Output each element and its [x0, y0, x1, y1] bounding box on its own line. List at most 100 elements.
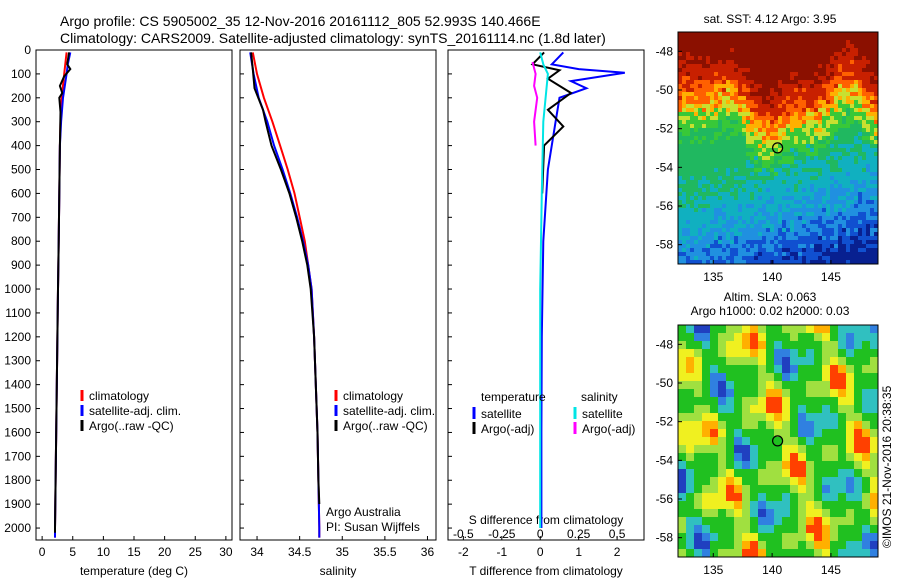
- legend-label: satellite: [481, 407, 522, 421]
- x-tick-label: 5: [69, 545, 76, 559]
- x2-tick-label: 0.5: [609, 527, 626, 541]
- temperature-xlabel: temperature (deg C): [80, 564, 188, 578]
- x-tick-label: 34: [250, 545, 264, 559]
- y-tick-label: 300: [11, 115, 31, 129]
- x2-tick-label: 0: [537, 527, 544, 541]
- x-tick-label: -2: [458, 545, 469, 559]
- y-tick-label: 500: [11, 163, 31, 177]
- x-tick-label: 34.5: [288, 545, 312, 559]
- y-tick-label: 1500: [4, 402, 31, 416]
- map-x-tick-label: 145: [821, 270, 841, 284]
- sst-map-panel: 135 140 145 -48 -50 -52 -54 -56 -58 sat. SST: 4.1…: [656, 12, 879, 284]
- x-tick-label: 35: [336, 545, 350, 559]
- series-line-argo-raw-qc-: [250, 52, 321, 505]
- x-tick-label: 10: [97, 545, 111, 559]
- credit-text: PI: Susan Wijffels: [326, 520, 420, 534]
- map-y-tick-label: -50: [656, 83, 674, 97]
- y-tick-label: 1100: [5, 306, 31, 320]
- x-tick-label: 36: [421, 545, 435, 559]
- y-tick-label: 1300: [4, 354, 31, 368]
- legend-label: satellite-adj. clim.: [89, 404, 181, 418]
- x-tick-label: 1: [575, 545, 582, 559]
- series-line-s-argo-adj-: [531, 61, 539, 146]
- credit-text: Argo Australia: [326, 505, 401, 519]
- y-tick-label: 0: [24, 43, 31, 57]
- map-x-tick-label: 135: [703, 563, 723, 577]
- x2-tick-label: 0.25: [567, 527, 591, 541]
- map-title: Altim. SLA: 0.063: [724, 290, 817, 304]
- difference-x2label: S difference from climatology: [469, 513, 624, 527]
- legend-heading: temperature: [481, 390, 546, 404]
- sst-map-field: [678, 32, 879, 265]
- salinity-frame: [239, 49, 437, 541]
- difference-frame: [447, 49, 645, 541]
- y-tick-label: 400: [11, 139, 31, 153]
- y-tick-label: 100: [11, 67, 31, 81]
- legend-label: satellite-adj. clim.: [343, 404, 435, 418]
- map-y-tick-label: -56: [656, 199, 674, 213]
- map-x-tick-label: 140: [762, 270, 782, 284]
- y-tick-label: 1600: [4, 425, 31, 439]
- x-tick-label: 15: [127, 545, 141, 559]
- map-y-tick-label: -48: [656, 44, 674, 58]
- map-y-tick-label: -58: [656, 531, 674, 545]
- x-tick-label: 2: [614, 545, 621, 559]
- argo-position-marker: [771, 142, 784, 154]
- x-tick-label: 30: [219, 545, 233, 559]
- y-tick-label: 800: [11, 234, 31, 248]
- difference-panel: -2 -1 0 1 2 T difference from climatology -0.5…: [447, 49, 645, 578]
- map-y-tick-label: -54: [656, 453, 674, 467]
- legend-label: climatology: [89, 389, 149, 403]
- series-line-t-argo-adj-: [530, 51, 573, 194]
- map-y-tick-label: -56: [656, 492, 674, 506]
- copyright-watermark: ©IMOS 21-Nov-2016 20:38:35: [880, 385, 894, 548]
- x-tick-label: 35.5: [373, 545, 397, 559]
- x2-tick-label: -0.25: [488, 527, 516, 541]
- map-subtitle: Argo h1000: 0.02 h2000: 0.03: [691, 304, 850, 318]
- map-x-tick-label: 145: [821, 563, 841, 577]
- y-tick-label: 1900: [4, 497, 31, 511]
- difference-xlabel: T difference from climatology: [469, 564, 623, 578]
- map-x-tick-label: 140: [762, 563, 782, 577]
- legend-label: Argo(..raw -QC): [89, 419, 174, 433]
- sla-map-field: [678, 325, 879, 558]
- sla-map-frame: [677, 324, 879, 558]
- salinity-xlabel: salinity: [320, 564, 357, 578]
- sst-map-frame: [677, 31, 879, 265]
- series-line-s-satellite: [539, 52, 549, 528]
- y-tick-label: 900: [11, 258, 31, 272]
- x2-tick-label: -0.5: [453, 527, 474, 541]
- y-tick-label: 1400: [4, 378, 31, 392]
- map-y-tick-label: -54: [656, 160, 674, 174]
- x-tick-label: 0: [39, 545, 46, 559]
- argo-position-marker: [771, 435, 784, 447]
- temperature-frame: [35, 49, 233, 541]
- y-tick-label: 1000: [4, 282, 31, 296]
- salinity-panel: 34 34.5 35 35.5 36 salinity climatologysatelli…: [239, 49, 437, 578]
- legend-label: satellite: [582, 407, 623, 421]
- profile-title: Argo profile: CS 5905002_35 12-Nov-2016 …: [60, 13, 541, 29]
- legend-label: climatology: [343, 389, 403, 403]
- temperature-panel: 0 5 10 15 20 25 30 temperature (deg C) 0 100 200 30…: [4, 43, 233, 578]
- y-tick-label: 2000: [4, 521, 31, 535]
- y-tick-label: 700: [11, 210, 31, 224]
- map-y-tick-label: -58: [656, 238, 674, 252]
- map-title: sat. SST: 4.12 Argo: 3.95: [704, 12, 837, 26]
- x-tick-label: 20: [158, 545, 172, 559]
- map-y-tick-label: -52: [656, 122, 674, 136]
- legend-label: Argo(-adj): [481, 422, 534, 436]
- legend-label: Argo(-adj): [582, 422, 635, 436]
- map-y-tick-label: -50: [656, 376, 674, 390]
- x-tick-label: 25: [189, 545, 203, 559]
- y-tick-label: 1200: [4, 330, 31, 344]
- map-y-tick-label: -48: [656, 337, 674, 351]
- y-tick-label: 1700: [4, 449, 31, 463]
- legend-heading: salinity: [581, 390, 618, 404]
- climatology-title: Climatology: CARS2009. Satellite-adjuste…: [60, 30, 606, 46]
- x-tick-label: 0: [537, 545, 544, 559]
- map-x-tick-label: 135: [703, 270, 723, 284]
- y-tick-label: 1800: [4, 473, 31, 487]
- y-tick-label: 600: [11, 186, 31, 200]
- legend-label: Argo(..raw -QC): [343, 419, 428, 433]
